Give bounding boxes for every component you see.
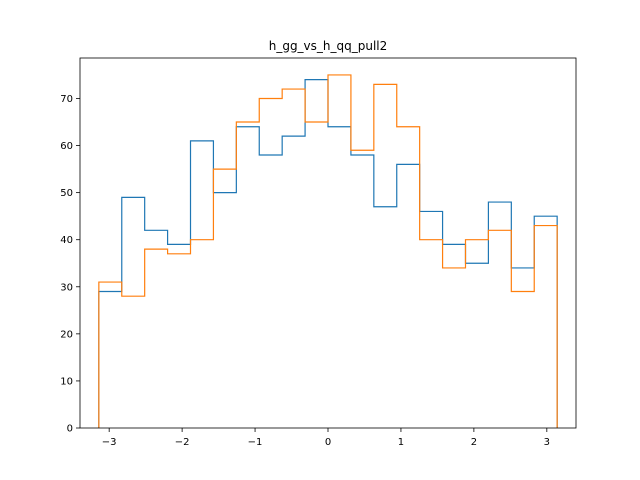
x-tick-label: 3 <box>544 437 550 448</box>
y-tick-label: 20 <box>60 329 73 340</box>
y-tick-label: 60 <box>60 141 73 152</box>
x-tick-label: −1 <box>248 437 263 448</box>
y-axis: 0 10 20 30 40 50 60 70 <box>60 94 80 435</box>
x-tick-label: 2 <box>471 437 477 448</box>
y-tick-label: 50 <box>60 188 73 199</box>
x-tick-label: −2 <box>175 437 190 448</box>
x-tick-label: −3 <box>102 437 117 448</box>
x-tick-label: 0 <box>325 437 331 448</box>
chart-title: h_gg_vs_h_qq_pull2 <box>269 39 388 53</box>
y-tick-label: 10 <box>60 376 73 387</box>
y-tick-label: 0 <box>67 424 73 435</box>
y-tick-label: 40 <box>60 235 73 246</box>
y-tick-label: 30 <box>60 282 73 293</box>
series-layer <box>98 74 558 428</box>
x-axis: −3 −2 −1 0 1 2 3 <box>102 428 550 448</box>
series-2-step-line <box>98 74 558 428</box>
y-tick-label: 70 <box>60 94 73 105</box>
x-tick-label: 1 <box>398 437 404 448</box>
